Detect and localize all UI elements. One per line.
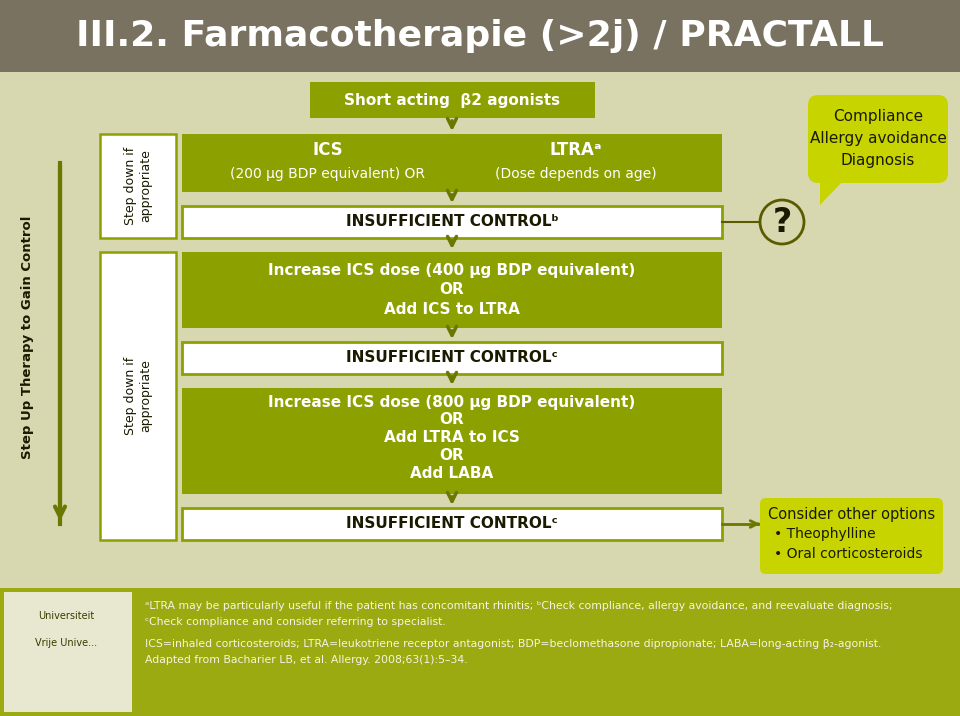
Text: Increase ICS dose (400 μg BDP equivalent): Increase ICS dose (400 μg BDP equivalent…	[269, 263, 636, 278]
Bar	[100, 252, 176, 540]
Text: Compliance: Compliance	[833, 110, 924, 125]
Text: Vrije Unive...: Vrije Unive...	[35, 638, 97, 648]
FancyBboxPatch shape	[760, 498, 943, 574]
Text: ᵃLTRA may be particularly useful if the patient has concomitant rhinitis; ᵇCheck: ᵃLTRA may be particularly useful if the …	[145, 601, 893, 611]
Bar	[0, 0, 960, 15]
Text: • Oral corticosteroids: • Oral corticosteroids	[774, 547, 923, 561]
Text: Add LABA: Add LABA	[410, 467, 493, 481]
Text: OR: OR	[440, 283, 465, 298]
Text: (200 μg BDP equivalent) OR: (200 μg BDP equivalent) OR	[230, 167, 425, 181]
Text: Universiteit: Universiteit	[37, 611, 94, 621]
Text: Add LTRA to ICS: Add LTRA to ICS	[384, 430, 520, 445]
Text: (Dose depends on age): (Dose depends on age)	[495, 167, 657, 181]
Text: Step down if
appropriate: Step down if appropriate	[124, 147, 152, 225]
Bar	[0, 0, 20, 72]
Text: ICS=inhaled corticosteroids; LTRA=leukotriene receptor antagonist; BDP=beclometh: ICS=inhaled corticosteroids; LTRA=leukot…	[145, 639, 881, 649]
Text: Step down if
appropriate: Step down if appropriate	[124, 357, 152, 435]
Bar	[182, 252, 722, 328]
Circle shape	[760, 200, 804, 244]
Bar	[100, 134, 176, 238]
Text: INSUFFICIENT CONTROLᶜ: INSUFFICIENT CONTROLᶜ	[347, 516, 558, 531]
Text: ?: ?	[773, 205, 792, 238]
FancyBboxPatch shape	[0, 0, 960, 72]
Bar	[940, 0, 960, 72]
FancyBboxPatch shape	[808, 95, 948, 183]
Text: Step Up Therapy to Gain Control: Step Up Therapy to Gain Control	[21, 216, 35, 459]
Text: Consider other options: Consider other options	[768, 506, 935, 521]
Text: III.2. Farmacotherapie (>2j) / PRACTALL: III.2. Farmacotherapie (>2j) / PRACTALL	[76, 19, 884, 53]
Text: Add ICS to LTRA: Add ICS to LTRA	[384, 302, 520, 317]
Bar	[309, 82, 594, 118]
Text: OR: OR	[440, 448, 465, 463]
Polygon shape	[820, 181, 843, 205]
Bar	[0, 588, 960, 716]
Bar	[0, 72, 960, 716]
Text: ICS: ICS	[313, 141, 343, 159]
Text: Short acting  β2 agonists: Short acting β2 agonists	[344, 92, 560, 107]
Text: LTRAᵃ: LTRAᵃ	[550, 141, 603, 159]
Bar	[182, 134, 722, 192]
Text: Adapted from Bacharier LB, et al. Allergy. 2008;63(1):5–34.: Adapted from Bacharier LB, et al. Allerg…	[145, 655, 468, 665]
Text: • Theophylline: • Theophylline	[774, 527, 876, 541]
Text: INSUFFICIENT CONTROLᶜ: INSUFFICIENT CONTROLᶜ	[347, 351, 558, 365]
Text: Allergy avoidance: Allergy avoidance	[809, 132, 947, 147]
Bar	[182, 388, 722, 494]
Bar	[182, 508, 722, 540]
Text: INSUFFICIENT CONTROLᵇ: INSUFFICIENT CONTROLᵇ	[346, 215, 559, 230]
Bar	[4, 592, 132, 712]
Bar	[182, 206, 722, 238]
Text: ᶜCheck compliance and consider referring to specialist.: ᶜCheck compliance and consider referring…	[145, 617, 445, 627]
Text: Diagnosis: Diagnosis	[841, 153, 915, 168]
Bar	[182, 342, 722, 374]
Text: Increase ICS dose (800 μg BDP equivalent): Increase ICS dose (800 μg BDP equivalent…	[269, 395, 636, 410]
Text: OR: OR	[440, 412, 465, 427]
